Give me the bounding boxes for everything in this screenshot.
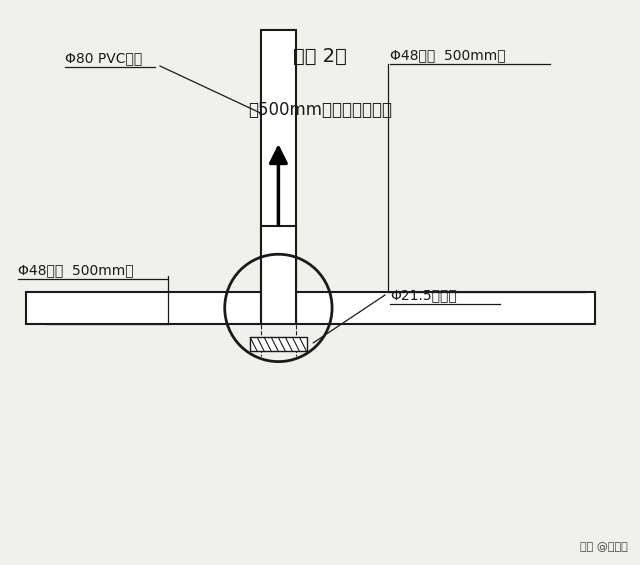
Text: Φ48锂管  500mm长: Φ48锂管 500mm长 (18, 263, 134, 277)
Text: Φ80 PVC套管: Φ80 PVC套管 (65, 51, 142, 65)
Bar (296, 292, 595, 324)
Bar (26, 292, 261, 324)
Text: Φ48锂管  500mm长: Φ48锂管 500mm长 (390, 48, 506, 62)
Text: 将500mm短管穿过钢丝绳: 将500mm短管穿过钢丝绳 (248, 101, 392, 119)
Bar (261, 30, 296, 292)
Bar (261, 226, 296, 324)
Text: （图 2）: （图 2） (293, 47, 347, 66)
Bar (250, 337, 307, 351)
Text: Φ21.5锂丝绳: Φ21.5锂丝绳 (390, 288, 457, 302)
Text: 头条 @鲁伟强: 头条 @鲁伟强 (580, 542, 628, 552)
